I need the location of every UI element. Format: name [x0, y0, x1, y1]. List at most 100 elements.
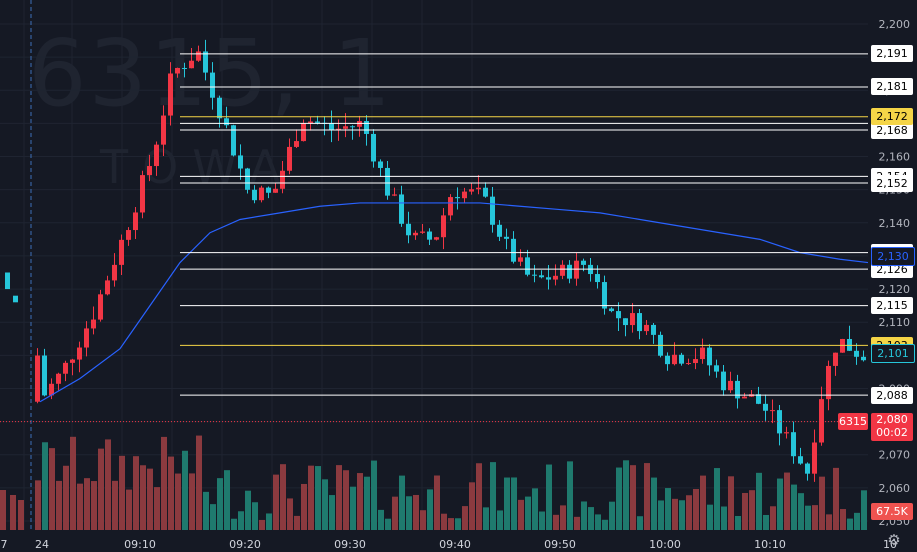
candle-body: [679, 354, 684, 364]
volume-bar: [448, 518, 454, 530]
volume-bar: [819, 476, 825, 530]
candle-body: [308, 121, 313, 124]
candle-body: [315, 121, 320, 123]
volume-bar: [301, 483, 307, 530]
volume-bar: [616, 467, 622, 530]
volume-bar: [238, 511, 244, 530]
candle-body: [42, 355, 47, 396]
candle-body: [826, 365, 831, 400]
candle-body: [553, 275, 558, 280]
volume-bar: [77, 483, 83, 530]
volume-bar: [539, 511, 545, 530]
candle-body: [399, 194, 404, 224]
volume-bar: [504, 477, 510, 530]
moving-average-line: [39, 202, 869, 403]
volume-bar: [112, 480, 118, 530]
candle-body: [581, 260, 586, 265]
volume-bar: [847, 518, 853, 530]
candle-body: [84, 328, 89, 348]
candle-body: [105, 280, 110, 295]
time-tick-label: 7: [1, 538, 8, 551]
volume-bar: [259, 519, 265, 530]
volume-bar: [553, 514, 559, 530]
candle-body: [406, 223, 411, 236]
candle-body: [98, 294, 103, 320]
volume-bar: [700, 475, 706, 530]
candle-body: [392, 194, 397, 196]
time-tick-label: 10:10: [754, 538, 786, 551]
candle-body: [854, 350, 859, 357]
volume-bar: [322, 479, 328, 530]
volume-bar: [546, 464, 552, 530]
volume-bar: [609, 501, 615, 530]
candle-body: [273, 188, 278, 193]
volume-bar: [217, 478, 223, 530]
volume-bar: [763, 514, 769, 530]
volume-bar: [357, 473, 363, 530]
volume-bar: [672, 498, 678, 530]
candle-body: [147, 166, 152, 176]
candle-body: [112, 264, 117, 281]
candle-body: [252, 189, 257, 201]
candle-body: [329, 123, 334, 131]
volume-bar: [777, 478, 783, 530]
candle-body: [119, 239, 124, 265]
candle-body: [56, 373, 61, 384]
candle-body: [280, 170, 285, 189]
volume-bar: [728, 476, 734, 530]
candle-body: [77, 347, 82, 360]
time-tick-label: 09:10: [124, 538, 156, 551]
candle-body: [567, 264, 572, 279]
level-price-tag: 2,152: [871, 174, 913, 192]
volume-bar: [560, 505, 566, 530]
last-candle-value-tag: 2,101: [871, 343, 915, 363]
candle-body: [546, 277, 551, 280]
candle-body: [154, 144, 159, 167]
volume-bar: [714, 468, 720, 530]
candle-body: [238, 155, 243, 169]
candle-body: [791, 432, 796, 457]
candle-body: [210, 72, 215, 98]
volume-bar: [378, 509, 384, 530]
volume-bar: [595, 514, 601, 530]
volume-bar: [168, 456, 174, 530]
candle-body: [721, 371, 726, 391]
candle-body: [434, 237, 439, 240]
candle-body: [602, 282, 607, 309]
candle-body: [161, 115, 166, 145]
candle-body: [350, 126, 355, 128]
candle-body: [231, 125, 236, 156]
volume-bar: [434, 475, 440, 530]
volume-bar: [658, 500, 664, 530]
volume-bar: [721, 506, 727, 530]
current-price-value: 2,080: [876, 413, 908, 427]
candle-body: [777, 410, 782, 434]
candle-body: [476, 187, 481, 190]
volume-bar: [126, 489, 132, 530]
settings-gear-icon[interactable]: ⚙: [887, 531, 901, 549]
volume-bar: [805, 505, 811, 530]
volume-bar: [812, 505, 818, 530]
candle-body: [441, 215, 446, 238]
candle-body: [644, 324, 649, 332]
volume-bar: [693, 489, 699, 530]
level-price-tag: 2,191: [871, 45, 913, 63]
volume-bar: [56, 480, 62, 530]
volume-bar: [210, 504, 216, 530]
volume-bar: [343, 470, 349, 530]
candle-body: [385, 167, 390, 196]
candle-body: [784, 432, 789, 434]
volume-bar: [203, 491, 209, 530]
volume-bar: [399, 475, 405, 530]
candle-body: [5, 272, 10, 290]
volume-bar: [574, 516, 580, 530]
candle-body: [245, 168, 250, 190]
volume-bar: [175, 473, 181, 530]
volume-bar: [280, 464, 286, 530]
level-price-tag: 2,088: [871, 386, 913, 404]
volume-bar: [18, 500, 24, 530]
candle-body: [742, 396, 747, 399]
volume-bar: [70, 436, 76, 530]
volume-bar: [455, 518, 461, 530]
